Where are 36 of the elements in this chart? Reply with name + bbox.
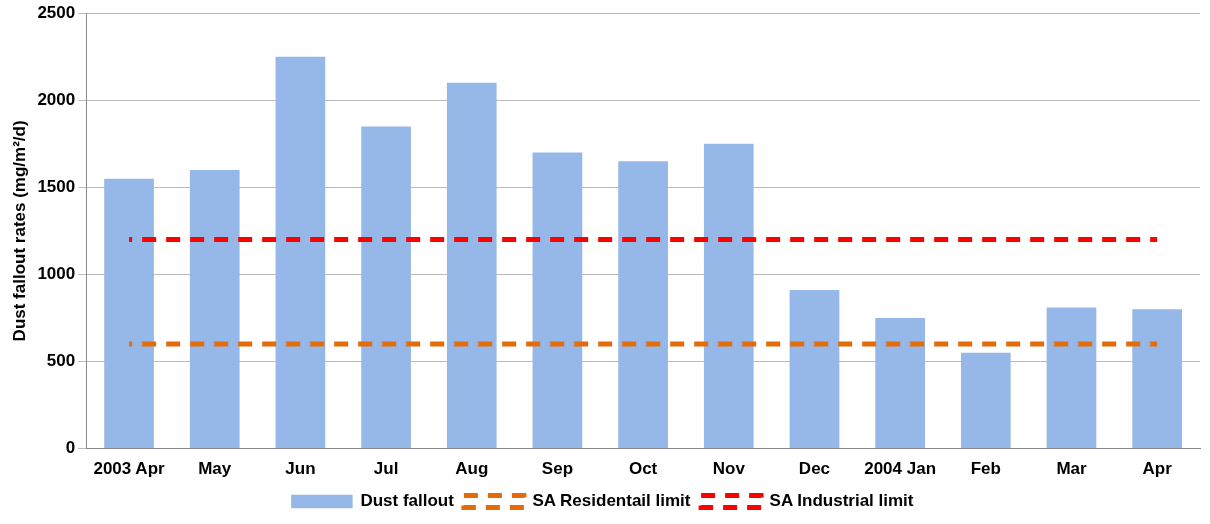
bar: [361, 126, 411, 449]
y-tick-label: 2000: [37, 89, 76, 109]
bar: [532, 152, 583, 449]
legend-label: SA Residentail limit: [532, 491, 691, 511]
bar: [104, 178, 154, 449]
bar: [875, 317, 925, 449]
legend-label: Dust fallout: [360, 491, 455, 511]
x-tick-label: Oct: [628, 459, 658, 479]
y-tick-label: 0: [65, 438, 76, 458]
x-tick-label: Jun: [285, 459, 316, 479]
x-tick-label: Aug: [455, 459, 489, 479]
x-tick-label: Nov: [712, 459, 746, 479]
y-tick-label: 500: [46, 351, 76, 371]
y-tick-label: 1500: [37, 177, 76, 197]
x-tick-label: Jul: [373, 459, 399, 479]
bar: [189, 169, 240, 449]
x-tick-label: Sep: [541, 459, 574, 479]
y-tick-label: 1000: [37, 264, 76, 284]
x-tick-label: Apr: [1142, 459, 1173, 479]
bar: [1132, 309, 1183, 449]
y-axis-title: Dust fallout rates (mg/m²/d): [9, 120, 29, 342]
bar: [960, 352, 1011, 449]
x-tick-label: 2004 Jan: [864, 459, 937, 479]
bar: [1046, 307, 1097, 449]
x-tick-label: Mar: [1056, 459, 1087, 479]
y-tick-label: 2500: [37, 2, 76, 22]
legend-label: SA Industrial limit: [769, 491, 914, 511]
x-tick-label: Feb: [970, 459, 1001, 479]
x-tick-label: 2003 Apr: [93, 459, 166, 479]
bar: [703, 143, 754, 449]
bar: [446, 82, 497, 449]
bar: [789, 290, 840, 449]
x-tick-label: Dec: [798, 459, 831, 479]
bar: [275, 56, 326, 449]
x-tick-label: May: [198, 459, 232, 479]
bar: [618, 161, 668, 449]
